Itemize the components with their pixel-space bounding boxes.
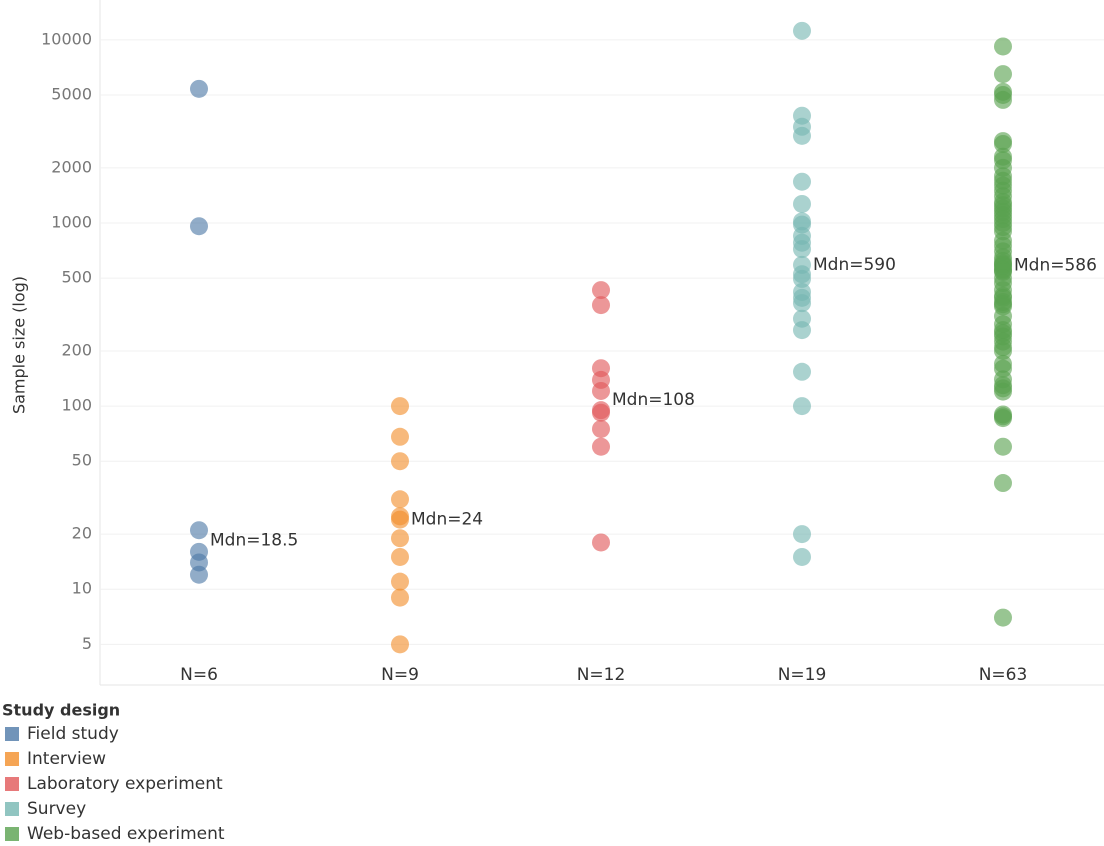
dot	[793, 362, 811, 381]
n-label: N=6	[180, 665, 218, 685]
legend-title: Study design	[2, 701, 120, 720]
dot	[592, 281, 610, 300]
y-tick-label: 5	[82, 634, 92, 653]
dot	[391, 529, 409, 548]
dot	[190, 79, 208, 98]
legend-label: Web-based experiment	[27, 824, 225, 844]
dot	[190, 217, 208, 236]
dot	[793, 547, 811, 566]
y-tick-label: 20	[72, 524, 92, 543]
legend-swatch	[5, 827, 19, 841]
legend-label: Laboratory experiment	[27, 774, 223, 794]
dot	[391, 452, 409, 471]
y-tick-label: 500	[61, 268, 92, 287]
dot	[391, 635, 409, 654]
median-label: Mdn=18.5	[210, 530, 298, 550]
dot	[793, 321, 811, 340]
dot	[391, 588, 409, 607]
y-tick-label: 5000	[51, 84, 92, 103]
dot	[592, 533, 610, 552]
legend-label: Interview	[27, 749, 106, 769]
legend-swatch	[5, 802, 19, 816]
dot	[994, 134, 1012, 153]
y-tick-label: 10	[72, 579, 92, 598]
n-label: N=9	[381, 665, 419, 685]
legend-swatch	[5, 752, 19, 766]
dot	[190, 521, 208, 540]
median-label: Mdn=590	[813, 255, 896, 275]
legend-swatch	[5, 727, 19, 741]
dot	[793, 525, 811, 544]
dot	[994, 437, 1012, 456]
dot	[793, 21, 811, 40]
dot	[793, 294, 811, 313]
n-label: N=63	[979, 665, 1028, 685]
y-tick-label: 100	[61, 396, 92, 415]
legend-label: Survey	[27, 799, 86, 819]
dot	[793, 126, 811, 145]
dot	[391, 547, 409, 566]
dot	[793, 269, 811, 288]
dot	[391, 572, 409, 591]
median-label: Mdn=108	[612, 390, 695, 410]
dot	[793, 240, 811, 259]
y-tick-label: 10000	[41, 29, 92, 48]
dot	[592, 437, 610, 456]
dot	[391, 427, 409, 446]
legend-swatch	[5, 777, 19, 791]
n-label: N=12	[577, 665, 626, 685]
dot	[994, 474, 1012, 493]
dot	[592, 381, 610, 400]
median-label: Mdn=586	[1014, 255, 1097, 275]
dot	[592, 296, 610, 315]
median-label: Mdn=24	[411, 510, 483, 530]
dot	[793, 194, 811, 213]
dot	[994, 382, 1012, 401]
dot	[793, 172, 811, 191]
dot	[793, 397, 811, 416]
dot	[592, 419, 610, 438]
y-axis-label: Sample size (log)	[10, 276, 29, 414]
dot	[994, 65, 1012, 84]
dot	[391, 510, 409, 529]
dot	[994, 608, 1012, 627]
y-tick-label: 2000	[51, 157, 92, 176]
legend-label: Field study	[27, 724, 119, 744]
y-tick-label: 50	[72, 451, 92, 470]
dot	[391, 490, 409, 509]
y-tick-label: 1000	[51, 212, 92, 231]
dot	[994, 341, 1012, 360]
dot	[994, 90, 1012, 109]
dot	[994, 409, 1012, 428]
dot	[391, 397, 409, 416]
dot	[994, 37, 1012, 56]
n-label: N=19	[778, 665, 827, 685]
dot	[592, 403, 610, 422]
y-tick-label: 200	[61, 340, 92, 359]
dot	[190, 565, 208, 584]
